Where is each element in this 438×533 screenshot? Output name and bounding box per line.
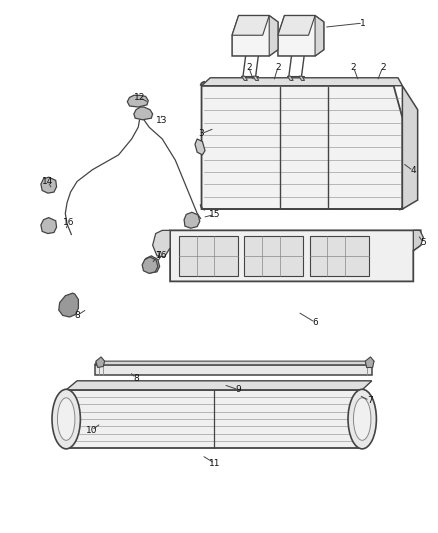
Polygon shape [195, 139, 205, 155]
Polygon shape [201, 78, 403, 86]
Polygon shape [315, 15, 324, 56]
Ellipse shape [353, 398, 371, 440]
Polygon shape [242, 76, 247, 80]
Polygon shape [41, 177, 57, 193]
Text: 15: 15 [209, 210, 220, 219]
Polygon shape [269, 15, 278, 56]
Polygon shape [253, 76, 259, 80]
Text: 16: 16 [155, 252, 167, 260]
Polygon shape [288, 76, 293, 80]
Text: 12: 12 [134, 93, 145, 102]
Text: 8: 8 [133, 374, 139, 383]
Text: 2: 2 [246, 63, 251, 71]
Polygon shape [127, 95, 148, 107]
Polygon shape [232, 15, 278, 56]
Text: 2: 2 [351, 63, 356, 71]
Ellipse shape [52, 389, 81, 449]
Text: 7: 7 [367, 396, 372, 405]
Ellipse shape [348, 389, 376, 449]
Polygon shape [232, 15, 269, 35]
Text: 4: 4 [410, 166, 416, 175]
Polygon shape [365, 357, 374, 368]
Polygon shape [41, 217, 57, 233]
Polygon shape [134, 107, 152, 120]
Text: 2: 2 [275, 63, 281, 71]
Polygon shape [201, 86, 403, 209]
Text: 5: 5 [420, 238, 426, 247]
Polygon shape [170, 230, 421, 281]
Polygon shape [299, 76, 304, 80]
Polygon shape [66, 381, 372, 390]
Text: 6: 6 [312, 318, 318, 327]
Text: 16: 16 [63, 219, 74, 228]
Polygon shape [403, 86, 418, 209]
Text: 11: 11 [209, 459, 220, 467]
Polygon shape [244, 236, 303, 276]
Text: 3: 3 [199, 129, 205, 138]
Text: 9: 9 [236, 385, 241, 394]
Text: 14: 14 [42, 177, 53, 186]
Polygon shape [144, 256, 159, 273]
Polygon shape [59, 293, 78, 317]
Polygon shape [413, 230, 424, 251]
Text: 2: 2 [380, 63, 385, 71]
Polygon shape [184, 212, 200, 228]
Polygon shape [152, 230, 170, 257]
Polygon shape [310, 236, 369, 276]
Text: 13: 13 [155, 116, 167, 125]
Polygon shape [142, 257, 158, 273]
Text: 8: 8 [74, 311, 80, 320]
Polygon shape [179, 236, 238, 276]
Text: 1: 1 [360, 19, 366, 28]
Text: 10: 10 [86, 426, 97, 435]
Polygon shape [66, 390, 362, 448]
Polygon shape [95, 365, 372, 375]
Text: 7: 7 [155, 252, 161, 260]
Ellipse shape [57, 398, 75, 440]
Polygon shape [278, 15, 324, 56]
Polygon shape [95, 361, 374, 365]
Polygon shape [278, 15, 315, 35]
Polygon shape [96, 357, 105, 368]
